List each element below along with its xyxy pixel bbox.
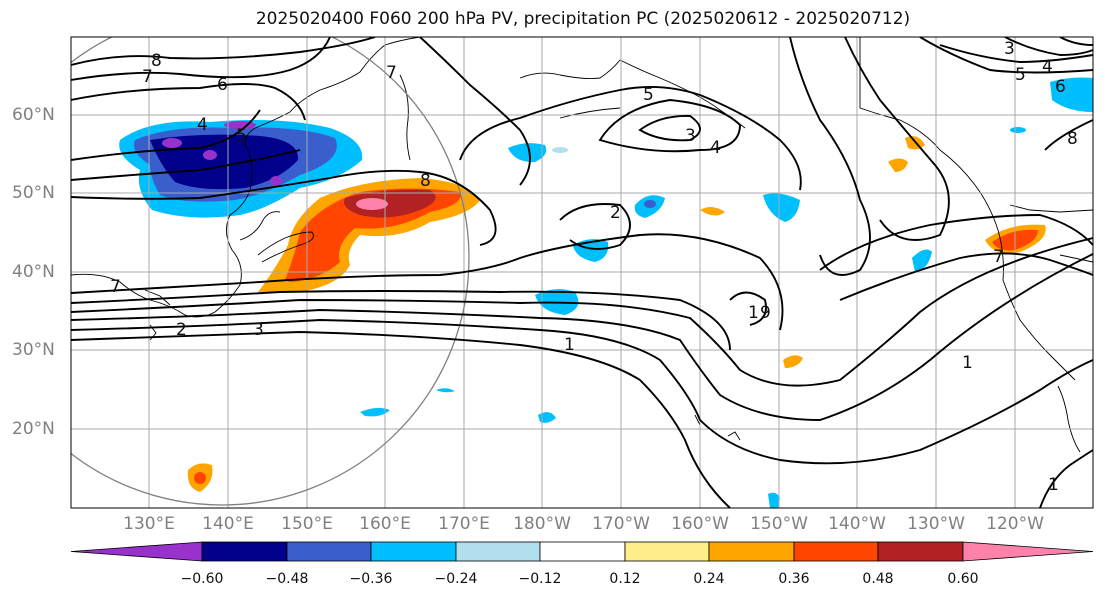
svg-text:6: 6 — [217, 75, 228, 95]
lon-label: 130°E — [123, 514, 175, 534]
lon-label: 120°W — [986, 514, 1044, 534]
svg-text:8: 8 — [1067, 129, 1078, 149]
lon-label: 130°W — [907, 514, 965, 534]
lat-label: 20°N — [12, 419, 55, 439]
colorbar-segment — [877, 541, 964, 562]
svg-text:3: 3 — [685, 126, 696, 146]
lon-label: 160°W — [671, 514, 729, 534]
lon-label: 170°E — [438, 514, 490, 534]
contour-labels: 8 7 6 5 4 3 2 1 7 5 4 3 2 1 9 8 7 6 5 4 … — [110, 39, 1078, 495]
svg-text:7: 7 — [386, 63, 397, 83]
colorbar-tick-label: −0.48 — [265, 571, 309, 587]
lon-label: 140°W — [828, 514, 886, 534]
lon-label: 170°W — [592, 514, 650, 534]
svg-text:9: 9 — [760, 303, 771, 323]
svg-text:4: 4 — [1042, 57, 1053, 77]
pv-contours — [71, 37, 1093, 508]
svg-text:6: 6 — [1055, 77, 1066, 97]
svg-text:1: 1 — [748, 303, 759, 323]
svg-text:5: 5 — [236, 126, 247, 146]
colorbar-tick-label: 0.48 — [862, 571, 894, 587]
svg-text:4: 4 — [197, 115, 208, 135]
svg-text:5: 5 — [1015, 65, 1026, 85]
colorbar-segment — [201, 541, 288, 562]
svg-text:2: 2 — [176, 320, 187, 340]
radius-circle — [71, 37, 470, 506]
colorbar-tick-label: 0.24 — [693, 571, 725, 587]
svg-text:1: 1 — [962, 353, 973, 373]
lat-label: 30°N — [12, 340, 55, 360]
lon-label: 160°E — [359, 514, 411, 534]
colorbar-tick-label: −0.12 — [518, 571, 562, 587]
svg-text:7: 7 — [110, 277, 121, 297]
colorbar-tick-label: −0.60 — [180, 571, 224, 587]
lon-label: 150°W — [750, 514, 808, 534]
lat-label: 60°N — [12, 105, 55, 125]
map-title: 2025020400 F060 200 hPa PV, precipitatio… — [255, 9, 911, 29]
colorbar-segment — [370, 541, 457, 562]
colorbar-tick-label: −0.36 — [349, 571, 393, 587]
colorbar-segment — [286, 541, 372, 562]
svg-text:1: 1 — [1048, 475, 1059, 495]
map-frame — [70, 36, 1094, 509]
colorbar-segment — [455, 541, 541, 562]
colorbar-segment — [793, 541, 879, 562]
graticule — [71, 37, 1093, 508]
colorbar-tick-label: −0.24 — [434, 571, 478, 587]
colorbar-tick-label: 0.60 — [947, 571, 979, 587]
svg-text:7: 7 — [142, 67, 153, 87]
colorbar-tick-label: 0.36 — [778, 571, 810, 587]
colorbar-segment — [539, 541, 626, 562]
svg-text:8: 8 — [151, 51, 162, 71]
lon-label: 150°E — [281, 514, 333, 534]
svg-text:8: 8 — [420, 171, 431, 191]
lat-label: 40°N — [12, 262, 55, 282]
colorbar-segment — [962, 541, 1094, 562]
svg-text:1: 1 — [564, 335, 575, 355]
svg-text:5: 5 — [643, 85, 654, 105]
svg-text:3: 3 — [1004, 39, 1015, 59]
svg-text:7: 7 — [993, 247, 1004, 267]
svg-text:3: 3 — [253, 320, 264, 340]
svg-text:2: 2 — [610, 203, 621, 223]
lat-label: 50°N — [12, 183, 55, 203]
colorbar-tick-label: 0.12 — [609, 571, 641, 587]
lon-label: 180°W — [513, 514, 571, 534]
colorbar-segment — [708, 541, 795, 562]
svg-text:4: 4 — [710, 138, 721, 158]
lon-label: 140°E — [202, 514, 254, 534]
colorbar-segment — [624, 541, 710, 562]
colorbar-segment — [70, 541, 203, 562]
